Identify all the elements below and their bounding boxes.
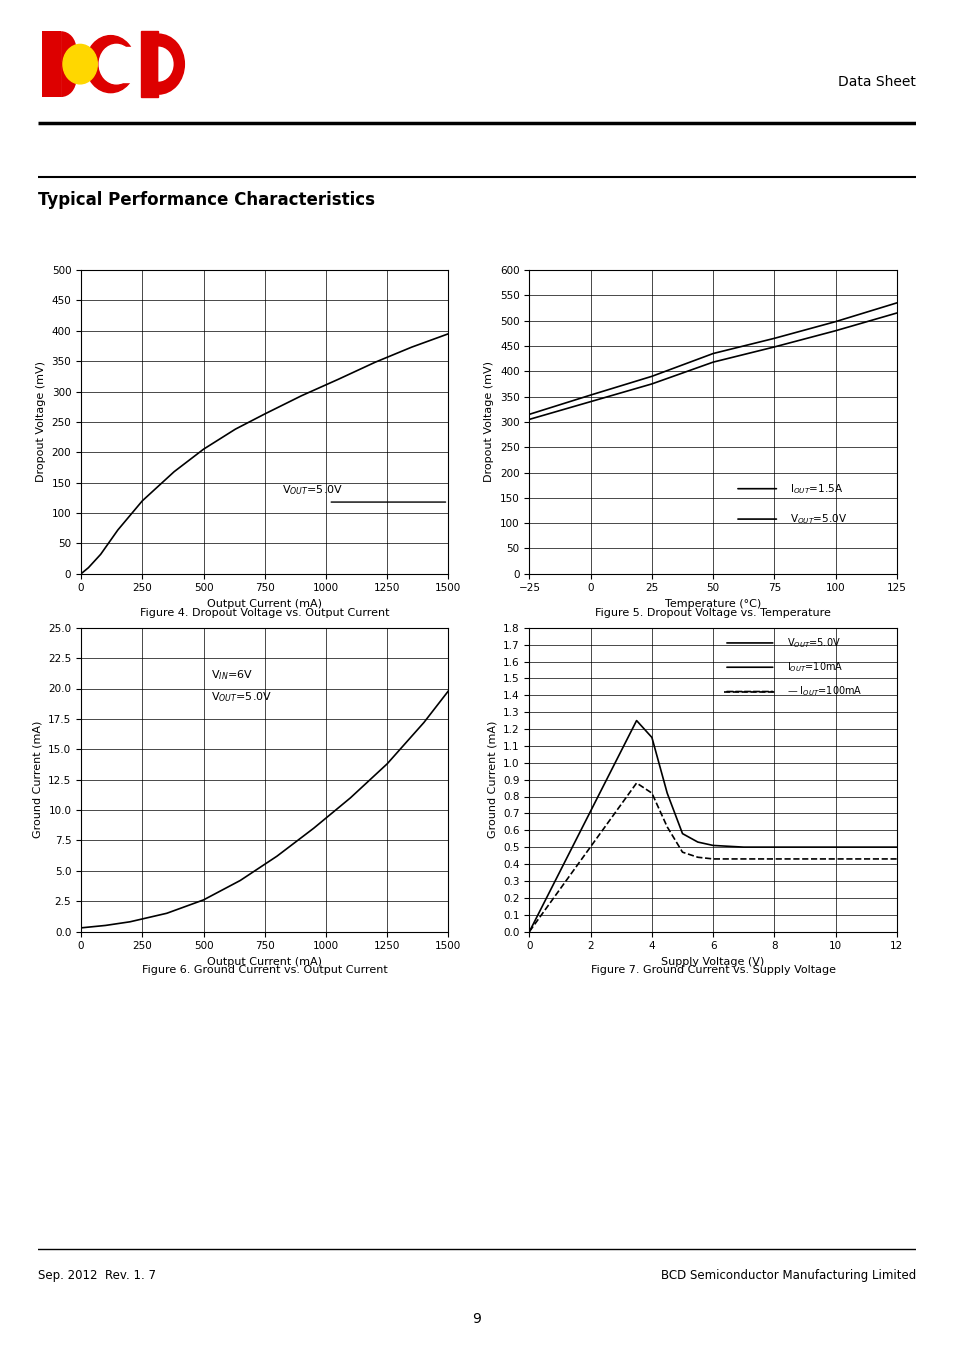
Text: V$_{OUT}$=5.0V: V$_{OUT}$=5.0V bbox=[211, 690, 272, 705]
Circle shape bbox=[86, 35, 135, 93]
Bar bbox=[111, 46, 137, 81]
Text: Figure 7. Ground Current vs. Supply Voltage: Figure 7. Ground Current vs. Supply Volt… bbox=[590, 965, 835, 975]
X-axis label: Temperature (°C): Temperature (°C) bbox=[664, 599, 760, 609]
Text: Sep. 2012  Rev. 1. 7: Sep. 2012 Rev. 1. 7 bbox=[38, 1269, 156, 1282]
Circle shape bbox=[99, 45, 133, 84]
X-axis label: Output Current (mA): Output Current (mA) bbox=[207, 957, 322, 967]
Y-axis label: Dropout Voltage (mV): Dropout Voltage (mV) bbox=[484, 362, 494, 482]
Bar bbox=[141, 31, 158, 97]
Text: BCD Semiconductor Manufacturing Limited: BCD Semiconductor Manufacturing Limited bbox=[659, 1269, 915, 1282]
Text: V$_{OUT}$=5.0V: V$_{OUT}$=5.0V bbox=[789, 512, 846, 526]
FancyBboxPatch shape bbox=[42, 31, 61, 97]
Text: I$_{OUT}$=1.5A: I$_{OUT}$=1.5A bbox=[789, 482, 842, 495]
Text: I$_{OUT}$=10mA: I$_{OUT}$=10mA bbox=[786, 660, 842, 674]
Wedge shape bbox=[61, 62, 76, 97]
X-axis label: Output Current (mA): Output Current (mA) bbox=[207, 599, 322, 609]
X-axis label: Supply Voltage (V): Supply Voltage (V) bbox=[660, 957, 764, 967]
Text: Figure 5. Dropout Voltage vs. Temperature: Figure 5. Dropout Voltage vs. Temperatur… bbox=[595, 608, 830, 617]
Circle shape bbox=[63, 45, 97, 84]
Text: V$_{OUT}$=5.0V: V$_{OUT}$=5.0V bbox=[786, 636, 840, 649]
Text: V$_{OUT}$=5.0V: V$_{OUT}$=5.0V bbox=[281, 483, 343, 497]
Text: Typical Performance Characteristics: Typical Performance Characteristics bbox=[38, 190, 375, 209]
Wedge shape bbox=[61, 31, 76, 66]
Text: 1.5A ULTRA LOW DROPOUT LINEAR REGULATOR: 1.5A ULTRA LOW DROPOUT LINEAR REGULATOR bbox=[51, 142, 456, 158]
Text: AZ39150: AZ39150 bbox=[826, 142, 902, 158]
Text: Data Sheet: Data Sheet bbox=[837, 74, 915, 89]
Text: V$_{IN}$=6V: V$_{IN}$=6V bbox=[211, 668, 253, 683]
Y-axis label: Ground Current (mA): Ground Current (mA) bbox=[487, 721, 497, 838]
Wedge shape bbox=[158, 46, 173, 81]
Y-axis label: Ground Current (mA): Ground Current (mA) bbox=[32, 721, 43, 838]
Text: Figure 6. Ground Current vs. Output Current: Figure 6. Ground Current vs. Output Curr… bbox=[142, 965, 387, 975]
Text: — I$_{OUT}$=100mA: — I$_{OUT}$=100mA bbox=[786, 684, 862, 698]
Text: Figure 4. Dropout Voltage vs. Output Current: Figure 4. Dropout Voltage vs. Output Cur… bbox=[140, 608, 389, 617]
Y-axis label: Dropout Voltage (mV): Dropout Voltage (mV) bbox=[36, 362, 46, 482]
Wedge shape bbox=[158, 34, 185, 94]
Text: 9: 9 bbox=[472, 1312, 481, 1326]
